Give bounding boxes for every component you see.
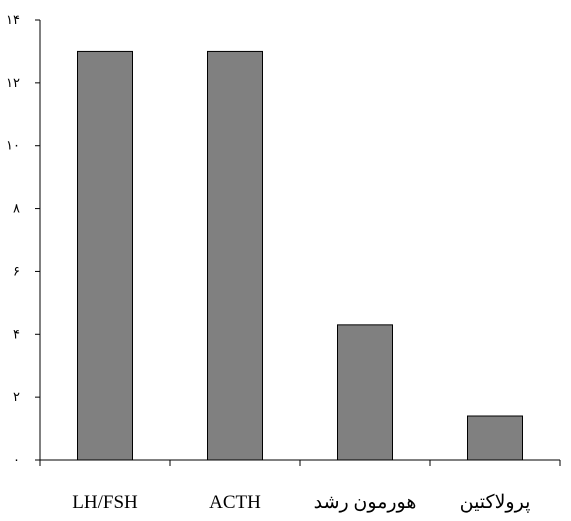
y-tick-label: ۱۴: [6, 13, 20, 28]
y-tick-label: ۸: [13, 202, 20, 217]
y-tick-label: ۱۰: [6, 139, 20, 154]
bar: [337, 324, 393, 461]
bar: [207, 50, 263, 461]
y-tick-label: ۶: [13, 264, 20, 279]
y-tick-label: ۰: [13, 453, 20, 468]
y-tick-label: ۴: [13, 327, 20, 342]
x-category-label: LH/FSH: [72, 492, 138, 513]
y-axis-ticks: ۰ ۲ ۴ ۶ ۸ ۱۰ ۱۲ ۱۴: [6, 13, 40, 468]
x-axis-labels: LH/FSH ACTH هورمون رشد پرولاکتین: [72, 492, 530, 513]
bar: [77, 50, 133, 461]
x-category-label: ACTH: [209, 492, 261, 513]
x-category-label: پرولاکتین: [460, 492, 531, 513]
x-category-label: هورمون رشد: [314, 492, 417, 513]
bar: [467, 415, 523, 461]
y-tick-label: ۱۲: [6, 76, 20, 91]
y-tick-label: ۲: [13, 390, 20, 405]
bars: [77, 50, 523, 461]
